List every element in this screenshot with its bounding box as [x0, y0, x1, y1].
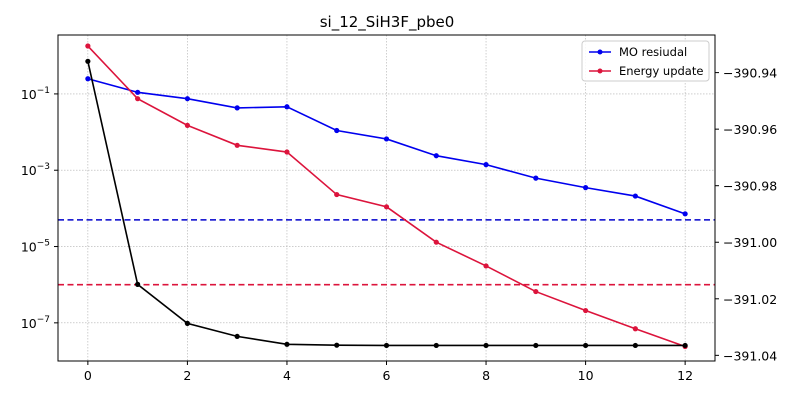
series-layer: [85, 43, 688, 350]
y-left-tick-label: 10−3: [21, 162, 50, 178]
legend-label-mo-residual: MO resiudal: [619, 45, 687, 59]
threshold-lines: [58, 219, 715, 286]
data-point: [85, 58, 91, 64]
data-point: [632, 193, 638, 199]
y-left-tick-label: 10−5: [21, 239, 50, 255]
x-tick-label: 6: [383, 368, 391, 383]
data-point: [135, 96, 141, 102]
y-right-tick-label: −390.94: [723, 66, 777, 81]
data-point: [85, 76, 91, 82]
grid: [58, 35, 715, 361]
y-right-tick-label: −390.98: [723, 179, 777, 194]
data-point: [433, 239, 439, 245]
data-point: [234, 333, 240, 340]
y-left-tick-label: 10−7: [21, 315, 50, 331]
data-point: [533, 175, 539, 181]
y-axis-right: −390.94 −390.96 −390.98 −391.00 −391.02 −391.…: [715, 66, 777, 363]
data-point: [632, 326, 638, 332]
data-point: [184, 96, 191, 102]
data-point: [582, 342, 589, 349]
data-point: [483, 263, 489, 269]
data-point: [234, 142, 240, 148]
data-point: [284, 149, 290, 155]
x-tick-label: 0: [84, 368, 92, 383]
data-point: [85, 43, 91, 49]
x-tick-label: 8: [482, 368, 490, 383]
data-point: [383, 342, 390, 349]
data-point: [682, 211, 688, 217]
data-point: [234, 105, 240, 111]
data-point: [334, 342, 340, 348]
data-point: [184, 320, 191, 326]
data-point: [433, 342, 439, 349]
y-right-tick-label: −391.02: [723, 292, 777, 307]
data-point: [582, 185, 589, 191]
data-point: [284, 341, 290, 347]
x-tick-label: 10: [578, 368, 594, 383]
data-point: [135, 89, 141, 95]
data-point: [533, 288, 539, 295]
data-point: [334, 127, 340, 134]
data-point: [135, 281, 141, 287]
legend-label-energy-update: Energy update: [619, 64, 703, 78]
data-point: [483, 342, 489, 349]
data-point: [334, 191, 340, 198]
data-point: [632, 342, 638, 349]
data-point: [433, 153, 439, 159]
x-axis: 0 2 4 6 8 10 12: [84, 361, 693, 383]
series-line-1: [87, 45, 686, 348]
data-point: [582, 307, 589, 314]
x-tick-label: 2: [183, 368, 191, 383]
legend: MO resiudal Energy update: [581, 40, 710, 82]
legend-marker-mo-residual: [597, 49, 603, 55]
x-tick-label: 12: [677, 368, 693, 383]
y-axis-left: 10−1 10−3 10−5 10−7: [21, 86, 58, 331]
data-point: [682, 342, 688, 349]
y-right-tick-label: −391.04: [723, 348, 777, 363]
data-point: [284, 104, 290, 110]
legend-box: [581, 40, 710, 82]
y-right-tick-label: −391.00: [723, 235, 777, 250]
x-tick-label: 4: [283, 368, 291, 383]
data-point: [533, 342, 539, 349]
y-left-tick-label: 10−1: [21, 86, 50, 102]
data-point: [383, 136, 390, 142]
data-point: [483, 162, 489, 168]
data-point: [383, 204, 390, 210]
y-right-tick-label: −390.96: [723, 122, 777, 137]
data-point: [184, 122, 191, 128]
legend-marker-energy-update: [597, 68, 603, 74]
chart-title: si_12_SiH3F_pbe0: [320, 13, 455, 32]
